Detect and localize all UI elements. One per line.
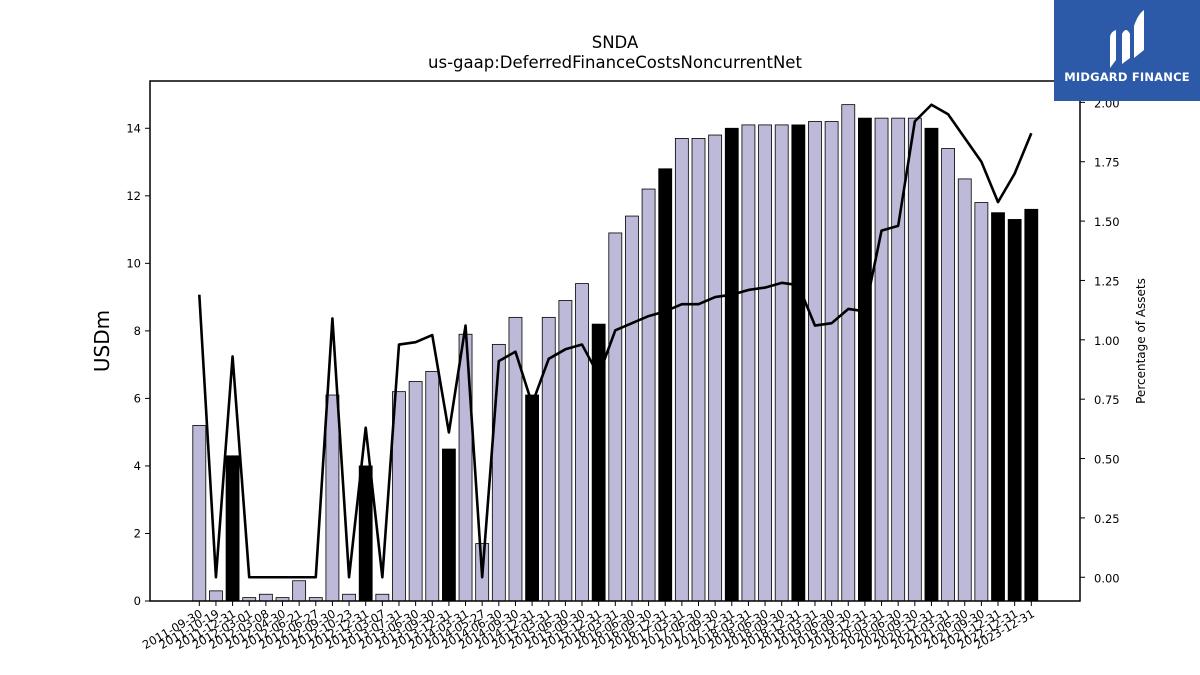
bar-2012-09-30 <box>325 394 340 602</box>
bar-2020-09-30 <box>907 117 922 602</box>
y2-tick-label: 1.25 <box>1094 274 1120 288</box>
logo-text: MIDGARD FINANCE <box>1064 70 1190 84</box>
bar-2014-09-30 <box>508 316 523 602</box>
bar-2018-03-31 <box>741 124 756 602</box>
y2-tick-label: 0.25 <box>1094 512 1120 526</box>
bar-2021-12-31 <box>991 212 1005 602</box>
y-tick-label: 6 <box>134 391 141 405</box>
y-tick-label: 8 <box>134 324 141 338</box>
y-axis-label: USDm <box>90 310 114 372</box>
plot-frame <box>149 80 1081 602</box>
bar-2016-09-30 <box>641 188 656 602</box>
bar-2016-12-31 <box>658 168 673 602</box>
bar-2012-03-08 <box>258 593 273 602</box>
bar-2012-06-21 <box>292 580 307 602</box>
bar-2013-06-30 <box>408 381 423 602</box>
y-tick-label: 4 <box>134 459 141 473</box>
y2-axis-ticks: 0.000.250.500.751.001.251.501.752.00 <box>1080 96 1120 585</box>
bar-2021-09-30 <box>974 202 989 602</box>
bar-2023-12-31 <box>1024 208 1039 602</box>
bar-2014-06-30 <box>491 343 506 602</box>
bar-2014-03-31 <box>458 333 473 602</box>
y-tick-label: 12 <box>126 189 141 203</box>
bar-2011-12-31 <box>225 455 240 602</box>
bar-2022-12-31 <box>1007 219 1022 602</box>
bar-2017-09-30 <box>708 134 723 602</box>
bar-2019-06-30 <box>824 121 839 602</box>
y-tick-label: 10 <box>126 256 141 270</box>
bar-series <box>192 104 1039 602</box>
percentage-line <box>198 103 1033 579</box>
y2-axis-label: Percentage of Assets <box>1134 278 1148 404</box>
bar-2021-03-31 <box>941 148 955 602</box>
bar-2013-12-31 <box>441 448 456 602</box>
x-axis-ticks: 2011-09-302011-10-192011-12-312012-03-01… <box>140 601 1037 652</box>
y2-tick-label: 1.50 <box>1094 215 1120 229</box>
bar-2016-03-31 <box>608 232 623 602</box>
chart-subtitle: us-gaap:DeferredFinanceCostsNoncurrentNe… <box>428 53 802 72</box>
y2-tick-label: 0.75 <box>1094 393 1120 407</box>
bar-2017-12-31 <box>724 127 739 602</box>
y2-tick-label: 0.00 <box>1094 571 1120 585</box>
y-tick-label: 0 <box>134 594 141 608</box>
y2-tick-label: 1.00 <box>1094 334 1120 348</box>
y-tick-label: 2 <box>134 526 141 540</box>
y2-tick-label: 1.75 <box>1094 156 1120 170</box>
bar-2019-03-31 <box>808 121 822 602</box>
bar-2018-09-30 <box>774 124 789 602</box>
bar-2013-09-30 <box>425 370 440 602</box>
bar-2020-03-31 <box>874 117 889 602</box>
bar-2015-09-30 <box>575 283 589 602</box>
bar-2018-06-30 <box>758 124 772 602</box>
bar-2019-12-31 <box>858 117 872 602</box>
midgard-logo-icon <box>1110 10 1144 68</box>
bar-2013-03-07 <box>375 593 390 602</box>
midgard-logo: MIDGARD FINANCE <box>1054 0 1200 101</box>
bar-2018-12-31 <box>791 124 806 602</box>
bar-2016-06-30 <box>625 215 639 602</box>
bar-2020-12-31 <box>924 127 939 602</box>
bar-2012-12-31 <box>358 465 373 602</box>
chart-title: SNDA <box>592 33 639 52</box>
y2-tick-label: 0.50 <box>1094 453 1120 467</box>
bar-2017-06-30 <box>691 137 706 602</box>
bar-2015-06-30 <box>558 300 573 602</box>
bar-2012-10-23 <box>342 593 356 602</box>
y-tick-label: 14 <box>126 121 141 135</box>
y-axis-ticks: 0 2 4 6 8 10 12 14 <box>126 121 150 608</box>
bar-2014-12-31 <box>525 394 539 602</box>
bar-2011-09-30 <box>192 425 207 602</box>
bar-2019-09-30 <box>841 104 856 602</box>
bar-2011-10-19 <box>209 590 223 602</box>
bar-2021-06-30 <box>957 178 972 602</box>
bar-2017-03-31 <box>674 137 689 602</box>
